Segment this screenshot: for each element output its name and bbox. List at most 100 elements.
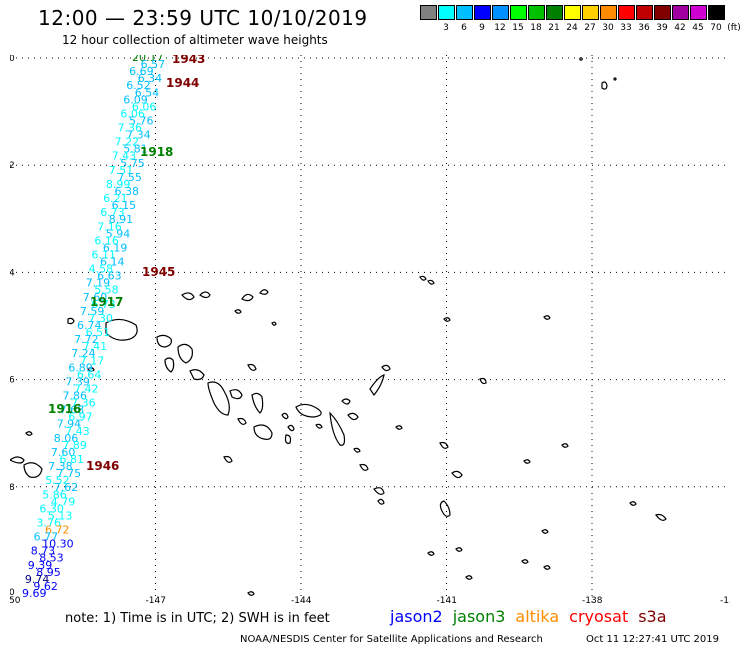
wave-height-label: 7.41 (83, 340, 108, 353)
credit-line: NOAA/NESDIS Center for Satellite Applica… (240, 634, 740, 645)
lon-tick-label: -147 (146, 596, 166, 605)
island-outline (105, 318, 138, 341)
wave-height-label: 7.24 (71, 347, 96, 360)
island-outline (427, 551, 435, 556)
island-outline (247, 363, 257, 371)
wave-height-label: 7.30 (88, 312, 113, 325)
wave-height-label: 6.89 (68, 361, 93, 374)
legend-label: 3 (443, 23, 449, 33)
island-outline (353, 447, 361, 453)
wave-height-label: 7.89 (62, 439, 87, 452)
lon-tick-label: -144 (291, 596, 312, 605)
pass-time-label: 1916 (48, 402, 81, 416)
wave-height-label: 7.36 (118, 122, 143, 135)
wave-height-label: 6.97 (68, 411, 93, 424)
wave-height-label: 6.09 (123, 93, 148, 106)
island-outline (253, 424, 273, 440)
island-outline (189, 369, 205, 381)
wave-height-label: 5.75 (120, 157, 145, 170)
wave-height-label: 6.54 (135, 86, 160, 99)
wave-height-label: 9.39 (28, 559, 53, 572)
generated-timestamp: Oct 11 12:27:41 UTC 2019 (586, 634, 719, 645)
pass-time-label: 1946 (86, 459, 119, 473)
pass-time-label: 1917 (90, 295, 123, 309)
legend-swatch (564, 5, 581, 20)
legend-swatch (528, 5, 545, 20)
island-outline (341, 398, 351, 405)
island-outline (451, 470, 463, 479)
island-outline (439, 441, 449, 449)
island-outline (251, 392, 264, 414)
island-outline (373, 487, 385, 495)
legend-label: 12 (494, 23, 506, 33)
lon-tick-label: -138 (582, 596, 603, 605)
island-outline (427, 279, 435, 285)
map-canvas: -10 -12 -14 -16 -18 -20-150 -147 -144 -141 -138 -1… (10, 55, 730, 605)
island-outline (465, 575, 473, 580)
legend-swatch (474, 5, 491, 20)
wave-height-label: 5.76 (129, 115, 154, 128)
island-outline (359, 463, 369, 471)
legend-swatch (636, 5, 653, 20)
satellite-label: jason2 (390, 607, 443, 626)
lat-tick-label: -12 (10, 161, 15, 171)
island-outline (241, 293, 254, 302)
legend-label: 42 (674, 23, 686, 33)
wave-height-label: 6.73 (91, 298, 116, 311)
wave-height-label: 4.58 (89, 263, 114, 276)
wave-height-label: 7.19 (86, 277, 111, 290)
wave-height-label: 3.76 (37, 517, 62, 530)
legend-label: 9 (479, 23, 485, 33)
island-outline (237, 417, 247, 425)
island-outline (369, 374, 385, 397)
island-outline (156, 334, 172, 348)
wave-height-label: 20.17 (132, 55, 164, 64)
legend-swatch (420, 5, 437, 20)
pass-time-labels: 1943 1944 1918 1945 1917 1916 1946 (48, 55, 205, 473)
wave-height-label: 9.69 (22, 587, 47, 600)
legend-swatch (438, 5, 455, 20)
island-outline (25, 431, 33, 436)
island-outline (199, 291, 211, 299)
legend-label: 39 (656, 23, 668, 33)
island-outline (439, 500, 451, 517)
wave-height-label: 9.74 (25, 573, 50, 586)
wave-height-label: 6.16 (94, 234, 119, 247)
wave-height-label: 5.81 (123, 143, 148, 156)
legend-label: 36 (638, 23, 650, 33)
island-outline (164, 357, 175, 373)
wave-height-label: 6.15 (112, 199, 137, 212)
legend-label: 15 (512, 23, 524, 33)
island-outline (284, 434, 292, 444)
wave-height-label: 9.62 (33, 580, 58, 593)
wave-height-label: 7.22 (115, 136, 140, 149)
island-outline (561, 443, 569, 448)
island-outline (259, 289, 269, 295)
wave-height-label: 7.36 (71, 397, 96, 410)
island-outline (234, 309, 242, 314)
lon-tick-label: -13 (720, 596, 730, 605)
wave-height-label: 7.39 (65, 375, 90, 388)
wave-height-label: 4.79 (51, 495, 76, 508)
island-outline (395, 425, 403, 430)
legend-label: 18 (530, 23, 542, 33)
wave-height-label: 7.60 (83, 291, 108, 304)
color-legend: 3 6 9 12 15 18 21 24 27 30 33 36 39 42 45 70 (ft) (420, 5, 740, 35)
legend-label: 6 (461, 23, 467, 33)
island-outline (229, 389, 243, 400)
island-outline (67, 317, 75, 325)
island-outline (579, 57, 583, 61)
island-outline (87, 367, 95, 372)
island-outline (223, 455, 233, 463)
legend-label: 27 (584, 23, 596, 33)
island-outline (443, 317, 451, 322)
wave-height-label: 6.69 (129, 65, 154, 78)
wave-height-label: 7.43 (65, 425, 90, 438)
island-outline (655, 513, 667, 521)
island-outline (10, 456, 25, 464)
lat-tick-label: -10 (10, 55, 15, 64)
legend-swatch (546, 5, 563, 20)
wave-height-label: 7.75 (57, 467, 82, 480)
island-outline (521, 559, 529, 564)
lon-tick-label: -141 (437, 596, 457, 605)
